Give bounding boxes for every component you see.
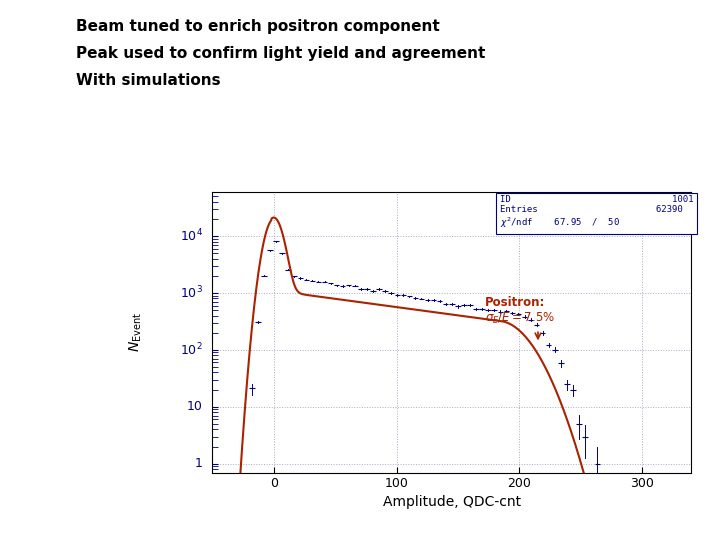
Text: $10^4$: $10^4$	[180, 228, 203, 244]
Text: ID                              1001
Entries                      62390
$\chi^2$: ID 1001 Entries 62390 $\chi^2$	[500, 194, 693, 231]
Text: Beam tuned to enrich positron component: Beam tuned to enrich positron component	[76, 19, 439, 34]
Text: $10^2$: $10^2$	[180, 341, 203, 358]
Text: 10: 10	[187, 400, 203, 413]
Text: Positron:
$\sigma_E/E = 7.5\%$: Positron: $\sigma_E/E = 7.5\%$	[485, 295, 555, 326]
Text: Peak used to confirm light yield and agreement: Peak used to confirm light yield and agr…	[76, 46, 485, 61]
Text: $10^3$: $10^3$	[180, 285, 203, 301]
Text: $N_{\mathrm{Event}}$: $N_{\mathrm{Event}}$	[127, 312, 144, 352]
Text: With simulations: With simulations	[76, 73, 220, 88]
Text: 1: 1	[195, 457, 203, 470]
X-axis label: Amplitude, QDC-cnt: Amplitude, QDC-cnt	[383, 495, 521, 509]
